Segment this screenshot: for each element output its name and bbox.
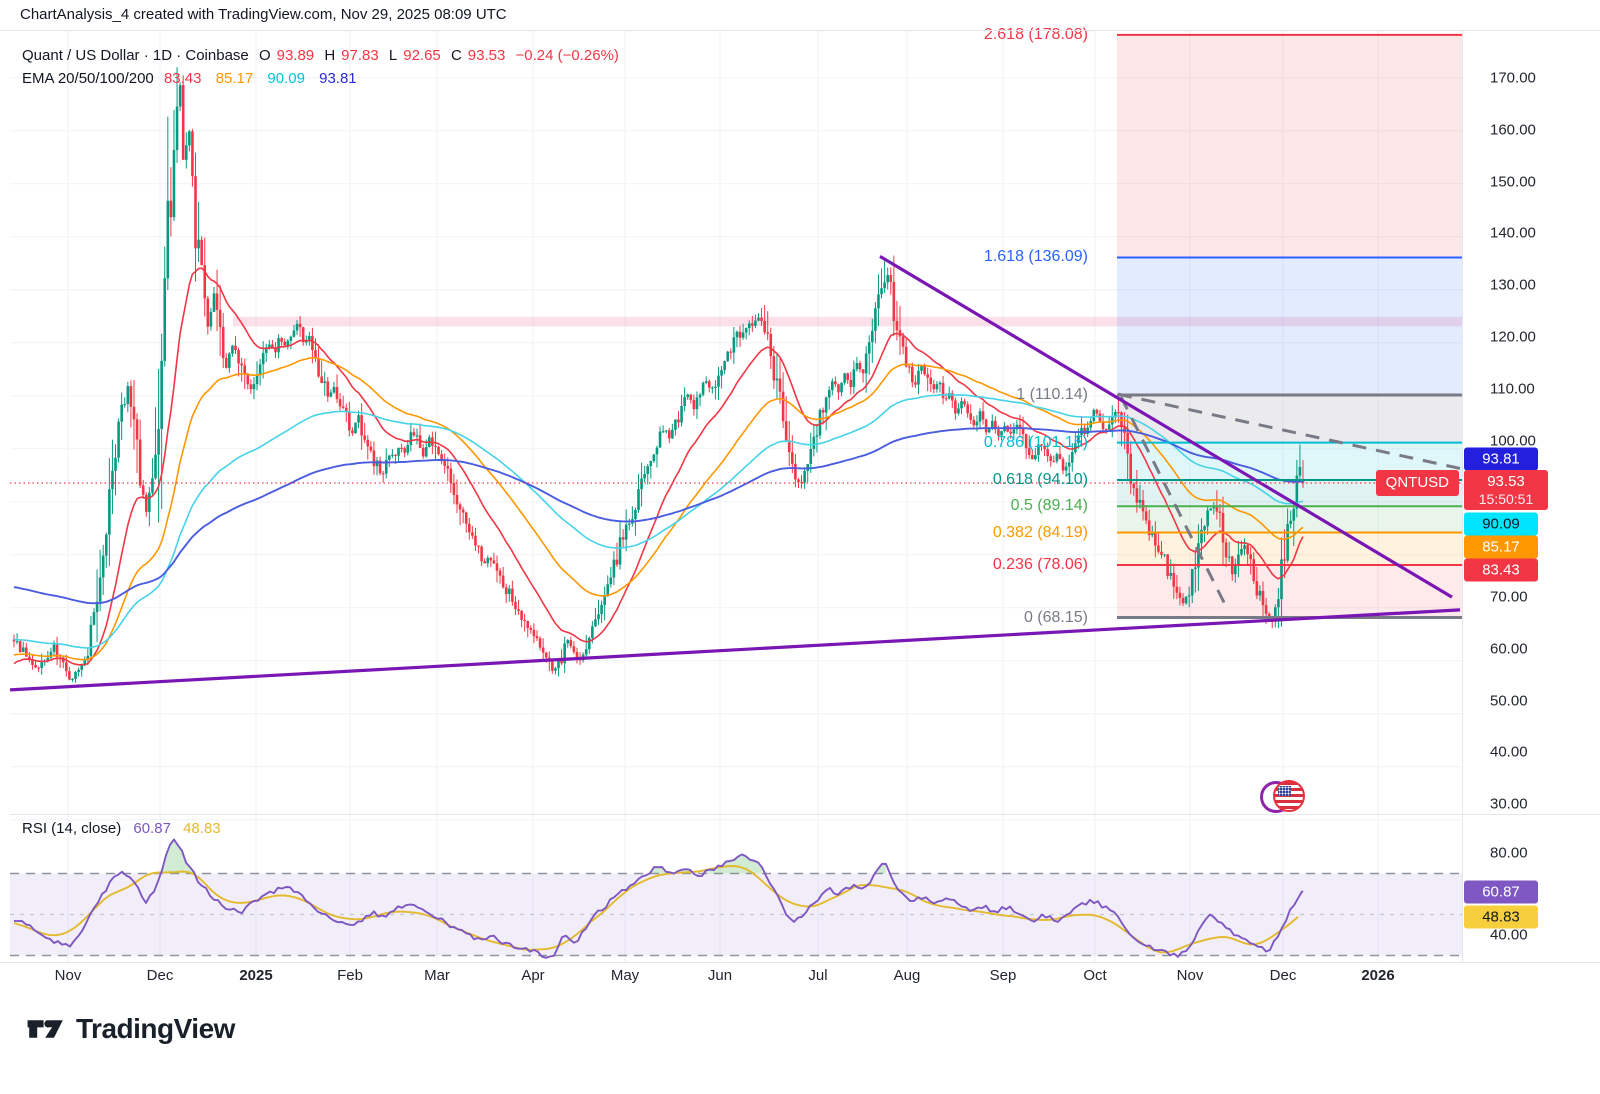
ema200-badge[interactable]: 93.81 <box>1464 447 1538 471</box>
ema20-badge[interactable]: 83.43 <box>1464 558 1538 581</box>
chart-legend: Quant / US Dollar · 1D · Coinbase O 93.89… <box>22 44 625 90</box>
high-label: H <box>324 47 336 64</box>
us-flag-marker[interactable] <box>1260 779 1312 813</box>
time-label-dec[interactable]: Dec <box>146 967 174 984</box>
close-value: 93.53 <box>467 47 506 64</box>
time-label-jul[interactable]: Jul <box>808 967 828 984</box>
symbol-title[interactable]: Quant / US Dollar · 1D · Coinbase <box>22 47 249 64</box>
fib-label-2.618[interactable]: 2.618 (178.08) <box>983 25 1088 43</box>
ema20-value: 83.43 <box>163 70 202 87</box>
price-tick[interactable]: 170.00 <box>1490 69 1536 87</box>
rsi-tick[interactable]: 80.00 <box>1490 844 1528 862</box>
rsi-label: RSI (14, close) <box>22 820 122 837</box>
price-tick[interactable]: 130.00 <box>1490 276 1536 294</box>
us-flag-icon <box>1273 780 1305 812</box>
rsi-ma-value: 48.83 <box>183 820 221 837</box>
price-tick[interactable]: 40.00 <box>1490 743 1528 761</box>
time-label-mar[interactable]: Mar <box>424 967 450 984</box>
rsi-badge[interactable]: 60.87 <box>1464 880 1538 904</box>
close-label: C <box>450 47 462 64</box>
tradingview-logo[interactable]: TradingView <box>26 1012 235 1046</box>
time-label-2026[interactable]: 2026 <box>1361 967 1395 984</box>
ema-row[interactable]: EMA 20/50/100/200 83.43 85.17 90.09 93.8… <box>22 67 625 90</box>
ema50-badge[interactable]: 85.17 <box>1464 535 1538 558</box>
time-label-dec[interactable]: Dec <box>1269 967 1297 984</box>
rsi-ma-badge[interactable]: 48.83 <box>1464 905 1538 929</box>
price-tick[interactable]: 60.00 <box>1490 640 1528 658</box>
fib-label-1[interactable]: 1 (110.14) <box>1016 386 1088 403</box>
top-bar-caption: ChartAnalysis_4 created with TradingView… <box>20 6 507 23</box>
price-tick[interactable]: 100.00 <box>1490 432 1536 450</box>
rsi-value: 60.87 <box>133 820 171 837</box>
tradingview-logo-text: TradingView <box>76 1013 235 1044</box>
countdown-timer: 15:50:51 <box>1478 491 1534 507</box>
ema100-badge[interactable]: 90.09 <box>1464 512 1538 535</box>
ema200-value: 93.81 <box>319 70 357 87</box>
pane-divider[interactable] <box>10 814 1600 815</box>
pane-top-border <box>0 30 1600 31</box>
fib-label-1.618[interactable]: 1.618 (136.09) <box>983 248 1088 266</box>
caption-text: ChartAnalysis_4 created with TradingView… <box>20 6 507 23</box>
last-price-badge[interactable]: 93.53 15:50:51 <box>1464 470 1548 510</box>
open-value: 93.89 <box>276 47 315 64</box>
price-tick[interactable]: 30.00 <box>1490 795 1528 813</box>
change-value: −0.24 (−0.26%) <box>515 47 619 64</box>
time-label-jun[interactable]: Jun <box>707 967 733 984</box>
symbol-price-label[interactable]: QNTUSD <box>1375 470 1459 496</box>
fib-label-0.618[interactable]: 0.618 (94.10) <box>992 471 1088 488</box>
last-price: 93.53 <box>1487 473 1525 490</box>
low-value: 92.65 <box>403 47 441 64</box>
fib-label-0.382[interactable]: 0.382 (84.19) <box>992 523 1088 541</box>
low-label: L <box>388 47 398 64</box>
ema50-value: 85.17 <box>215 70 254 87</box>
price-tick[interactable]: 120.00 <box>1490 328 1536 346</box>
rsi-legend[interactable]: RSI (14, close) 60.87 48.83 <box>22 820 229 837</box>
tradingview-logo-icon <box>27 1020 63 1038</box>
ema-label: EMA 20/50/100/200 <box>22 70 154 87</box>
time-label-aug[interactable]: Aug <box>893 967 921 984</box>
axis-border <box>0 962 1600 963</box>
price-tick[interactable]: 140.00 <box>1490 224 1536 242</box>
fib-label-0[interactable]: 0 (68.15) <box>1023 608 1088 626</box>
rsi-tick[interactable]: 40.00 <box>1490 926 1528 944</box>
fib-label-0.236[interactable]: 0.236 (78.06) <box>992 556 1088 574</box>
time-label-apr[interactable]: Apr <box>521 967 545 984</box>
time-label-may[interactable]: May <box>610 967 640 984</box>
time-label-nov[interactable]: Nov <box>54 967 82 984</box>
fib-label-0.5[interactable]: 0.5 (89.14) <box>1010 497 1088 515</box>
time-label-feb[interactable]: Feb <box>337 967 363 984</box>
time-label-2025[interactable]: 2025 <box>239 967 273 984</box>
price-tick[interactable]: 110.00 <box>1490 380 1535 398</box>
symbol-row[interactable]: Quant / US Dollar · 1D · Coinbase O 93.89… <box>22 44 625 67</box>
open-label: O <box>258 47 271 64</box>
price-tick[interactable]: 160.00 <box>1490 121 1536 139</box>
time-label-nov[interactable]: Nov <box>1176 967 1204 984</box>
time-label-oct[interactable]: Oct <box>1083 967 1107 984</box>
fib-label-0.786[interactable]: 0.786 (101.15) <box>983 433 1088 451</box>
price-tick[interactable]: 70.00 <box>1490 588 1528 606</box>
high-value: 97.83 <box>341 47 379 64</box>
ema100-value: 90.09 <box>267 70 305 87</box>
time-label-sep[interactable]: Sep <box>989 967 1017 984</box>
scale-border <box>1462 30 1463 962</box>
symbol-ticker: QNTUSD <box>1385 474 1449 491</box>
price-tick[interactable]: 150.00 <box>1490 173 1536 190</box>
price-tick[interactable]: 50.00 <box>1490 692 1528 709</box>
